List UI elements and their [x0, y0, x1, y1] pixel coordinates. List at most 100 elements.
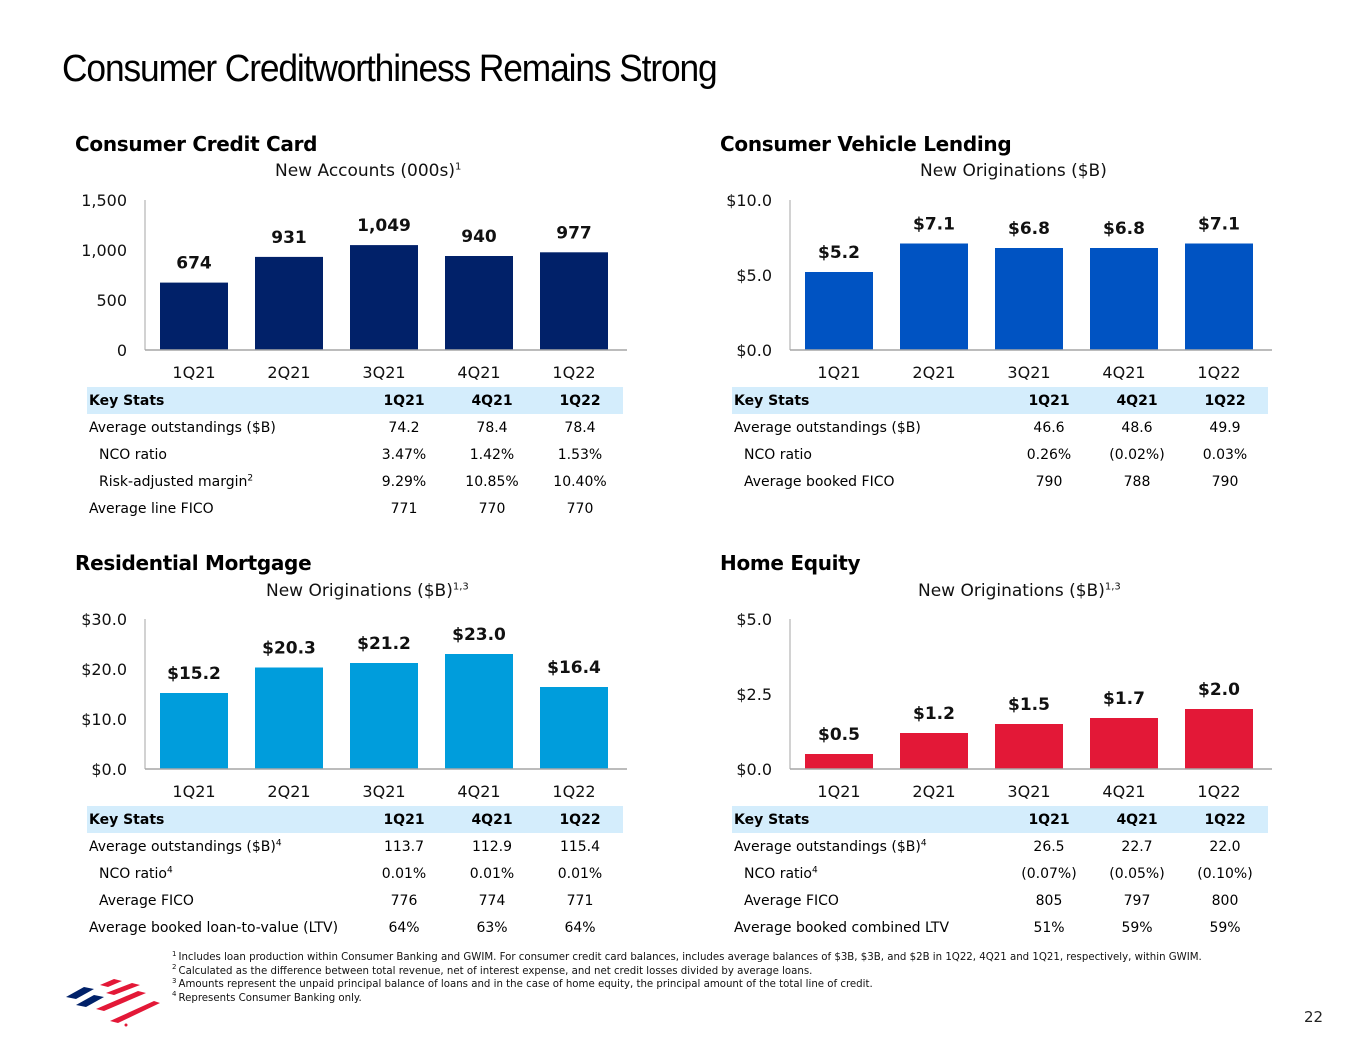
stats-value: 771	[566, 892, 594, 909]
x-tick-label: 4Q21	[1102, 363, 1145, 382]
footnote-2: 2 Calculated as the difference between to…	[172, 964, 1202, 979]
bar-2Q21	[900, 733, 968, 769]
column-header: 1Q22	[535, 806, 623, 833]
stats-row: Average FICO 776 774 771	[87, 887, 623, 914]
bar-1Q22	[540, 687, 608, 769]
stats-header-row: Key Stats 1Q21 4Q21 1Q22	[87, 806, 623, 833]
stats-row: Average line FICO 771 770 770	[87, 495, 623, 522]
stats-row-label: Average outstandings ($B)4	[89, 837, 282, 855]
data-label: $1.7	[1103, 689, 1145, 709]
stats-row: Risk-adjusted margin2 9.29% 10.85% 10.40%	[87, 468, 623, 495]
data-label: $0.5	[818, 725, 860, 745]
stats-row: Average booked loan-to-value (LTV) 64% 63%…	[87, 914, 623, 941]
stats-row: Average booked combined LTV 51% 59% 59%	[732, 914, 1268, 941]
footnote-3: 3 Amounts represent the unpaid principal …	[172, 976, 1202, 992]
bar-4Q21	[445, 654, 513, 769]
footnote-ref: 1	[454, 161, 462, 173]
y-tick-label: 1,000	[81, 241, 127, 260]
stats-value: (0.10%)	[1197, 865, 1253, 882]
stats-value: 0.01%	[381, 865, 427, 882]
stats-value: 3.47%	[381, 446, 427, 463]
bar-chart: $0.0 $10.0 $20.0 $30.0 $15.2 1Q21 $20.3 2Q21 $21…	[81, 610, 627, 801]
key-stats-table: Key Stats 1Q21 4Q21 1Q22 Average outstanding…	[732, 806, 1268, 941]
panel-credit-card: Consumer Credit Card New Accounts (000s)…	[75, 132, 635, 532]
data-label: $16.4	[547, 658, 601, 678]
stats-value: 0.26%	[1026, 446, 1072, 463]
y-tick-label: $20.0	[81, 660, 127, 679]
bar-1Q21	[160, 282, 228, 350]
column-header: 4Q21	[1092, 387, 1180, 414]
footnote-number: 3	[172, 976, 177, 985]
stats-row: NCO ratio 3.47% 1.42% 1.53%	[87, 441, 623, 468]
chart-subtitle: New Originations ($B)1,3	[918, 581, 1121, 601]
stats-row-label: NCO ratio4	[99, 864, 173, 882]
stats-value: (0.07%)	[1021, 865, 1077, 882]
x-tick-label: 2Q21	[912, 782, 955, 801]
bar-chart: $0.0 $5.0 $10.0 $5.2 1Q21 $7.1 2Q21 $6.8 3Q21 $6.…	[726, 191, 1272, 382]
chart-subtitle: New Originations ($B)	[920, 161, 1107, 181]
stats-value: 64%	[388, 919, 420, 936]
stats-value: 797	[1123, 892, 1151, 909]
stats-value: 770	[478, 500, 506, 517]
y-tick-label: $10.0	[81, 710, 127, 729]
footnote-number: 1	[172, 949, 177, 958]
x-tick-label: 3Q21	[362, 782, 405, 801]
bar-1Q21	[160, 693, 228, 769]
panel-home-equity: Home Equity New Originations ($B)1,3 $0.…	[720, 551, 1280, 946]
chart-subtitle: New Originations ($B)1,3	[266, 581, 469, 601]
data-label: $7.1	[913, 215, 955, 235]
column-header: 4Q21	[1092, 806, 1180, 833]
footnote-ref: 4	[275, 837, 282, 848]
stats-value: 805	[1035, 892, 1063, 909]
stats-value: 788	[1123, 473, 1151, 490]
y-tick-label: $0.0	[736, 341, 772, 360]
key-stats-table: Key Stats 1Q21 4Q21 1Q22 Average outstanding…	[87, 387, 623, 522]
bar-1Q22	[1185, 709, 1253, 769]
footnote-ref: 2	[247, 472, 254, 483]
logo-blue-stripes	[66, 987, 104, 1007]
stats-value: 48.6	[1121, 419, 1153, 436]
bar-4Q21	[1090, 718, 1158, 769]
stats-header-label: Key Stats	[732, 387, 1004, 414]
footnote-4: 4 Represents Consumer Banking only.	[172, 991, 1202, 1006]
stats-value: 1.53%	[557, 446, 603, 463]
flag-logo-icon	[66, 979, 160, 1027]
bar-1Q21	[805, 754, 873, 769]
x-tick-label: 4Q21	[1102, 782, 1145, 801]
stats-value: 113.7	[383, 838, 425, 855]
y-tick-label: $5.0	[736, 266, 772, 285]
stats-value: 46.6	[1033, 419, 1065, 436]
footnote-ref: 4	[167, 864, 173, 875]
bar-2Q21	[255, 667, 323, 769]
stats-value: (0.05%)	[1109, 865, 1165, 882]
stats-value: 59%	[1209, 919, 1241, 936]
y-tick-label: $0.0	[736, 760, 772, 779]
stats-value: 22.7	[1121, 838, 1153, 855]
chart-subtitle-text: New Originations ($B)	[920, 161, 1107, 181]
stats-row-label: Average outstandings ($B)4	[734, 837, 927, 855]
data-label: 977	[556, 223, 592, 243]
x-tick-label: 1Q22	[1197, 782, 1240, 801]
column-header: 1Q21	[359, 387, 447, 414]
stats-value: 51%	[1033, 919, 1065, 936]
bar-3Q21	[995, 724, 1063, 769]
stats-row-label: Average line FICO	[89, 500, 214, 517]
x-tick-label: 3Q21	[362, 363, 405, 382]
footnote-text: Amounts represent the unpaid principal b…	[178, 979, 873, 991]
data-label: $6.8	[1103, 219, 1145, 239]
stats-header-label: Key Stats	[87, 387, 359, 414]
bar-1Q22	[540, 252, 608, 350]
key-stats-table: Key Stats 1Q21 4Q21 1Q22 Average outstanding…	[87, 806, 623, 941]
data-label: $1.5	[1008, 695, 1050, 715]
stats-value: 59%	[1121, 919, 1153, 936]
column-header: 1Q22	[1180, 806, 1268, 833]
stats-value: 63%	[476, 919, 508, 936]
footnotes: 1 Includes loan production within Consume…	[172, 949, 1202, 1006]
y-tick-label: 500	[96, 291, 127, 310]
x-tick-label: 2Q21	[267, 363, 310, 382]
page-number: 22	[1304, 1008, 1324, 1026]
data-label: $5.2	[818, 243, 860, 263]
y-tick-label: $10.0	[726, 191, 772, 210]
stats-value: 112.9	[471, 838, 513, 855]
panel-title: Home Equity	[720, 551, 861, 575]
